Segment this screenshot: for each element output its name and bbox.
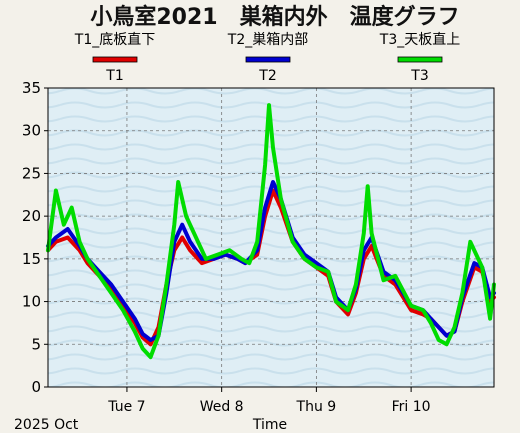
plot-frame (47, 87, 495, 388)
y-tick-label-35: 35 (22, 79, 41, 97)
legend-label-t1: T1 (105, 68, 123, 84)
legend-description-t1: T1_底板直下 (74, 31, 155, 48)
y-tick-label-15: 15 (22, 250, 41, 268)
legend-swatch-t1 (92, 56, 138, 63)
y-axis: 0 5 10 15 20 25 30 35 (22, 79, 48, 396)
series-line-t2 (46, 180, 496, 342)
x-tick-label-0: Tue 7 (107, 399, 145, 415)
y-tick-label-30: 30 (22, 122, 41, 140)
series-line-t3 (46, 103, 496, 360)
y-tick-label-25: 25 (22, 164, 41, 182)
legend: T1_底板直下 T1 T2_巣箱内部 T2 T3_天板直上 T3 (74, 31, 460, 84)
legend-swatch-t2 (245, 56, 291, 63)
legend-label-t2: T2 (258, 68, 276, 84)
legend-label-t3: T3 (410, 68, 428, 84)
x-axis: Tue 7 Wed 8 Thu 9 Fri 10 (107, 387, 431, 415)
date-label: 2025 Oct (14, 417, 79, 433)
legend-swatch-t3 (397, 56, 443, 63)
y-tick-label-5: 5 (31, 335, 41, 353)
y-tick-label-0: 0 (31, 378, 41, 396)
y-tick-label-10: 10 (22, 293, 41, 311)
x-tick-label-3: Fri 10 (392, 399, 431, 415)
chart-title: 小鳥室2021 巣箱内外 温度グラフ (90, 4, 459, 30)
x-tick-label-2: Thu 9 (296, 399, 337, 415)
series-layer (46, 103, 496, 360)
legend-description-t3: T3_天板直上 (379, 31, 460, 48)
x-tick-label-1: Wed 8 (200, 399, 244, 415)
x-axis-label: Time (252, 417, 287, 433)
legend-description-t2: T2_巣箱内部 (227, 32, 308, 48)
y-tick-label-20: 20 (22, 207, 41, 225)
